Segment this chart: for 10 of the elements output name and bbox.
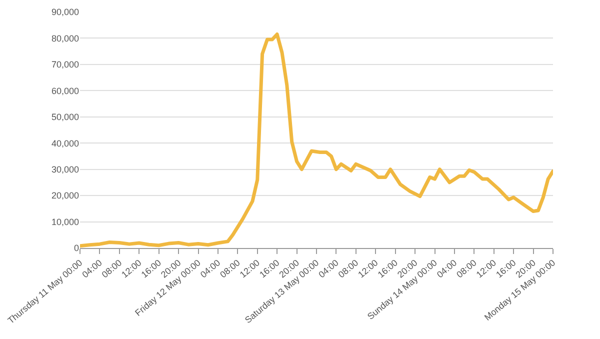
y-tick-label: 20,000	[51, 190, 79, 201]
y-tick-label: 70,000	[51, 60, 79, 70]
y-tick-label: 40,000	[51, 138, 79, 148]
y-tick-label: 80,000	[51, 33, 79, 44]
y-tick-label: 30,000	[51, 164, 79, 174]
y-tick-label: 50,000	[51, 112, 79, 122]
y-tick-label: 60,000	[51, 86, 79, 96]
y-tick-label: 0	[74, 243, 79, 254]
y-tick-label: 90,000	[51, 7, 79, 18]
y-tick-label: 10,000	[51, 216, 79, 227]
